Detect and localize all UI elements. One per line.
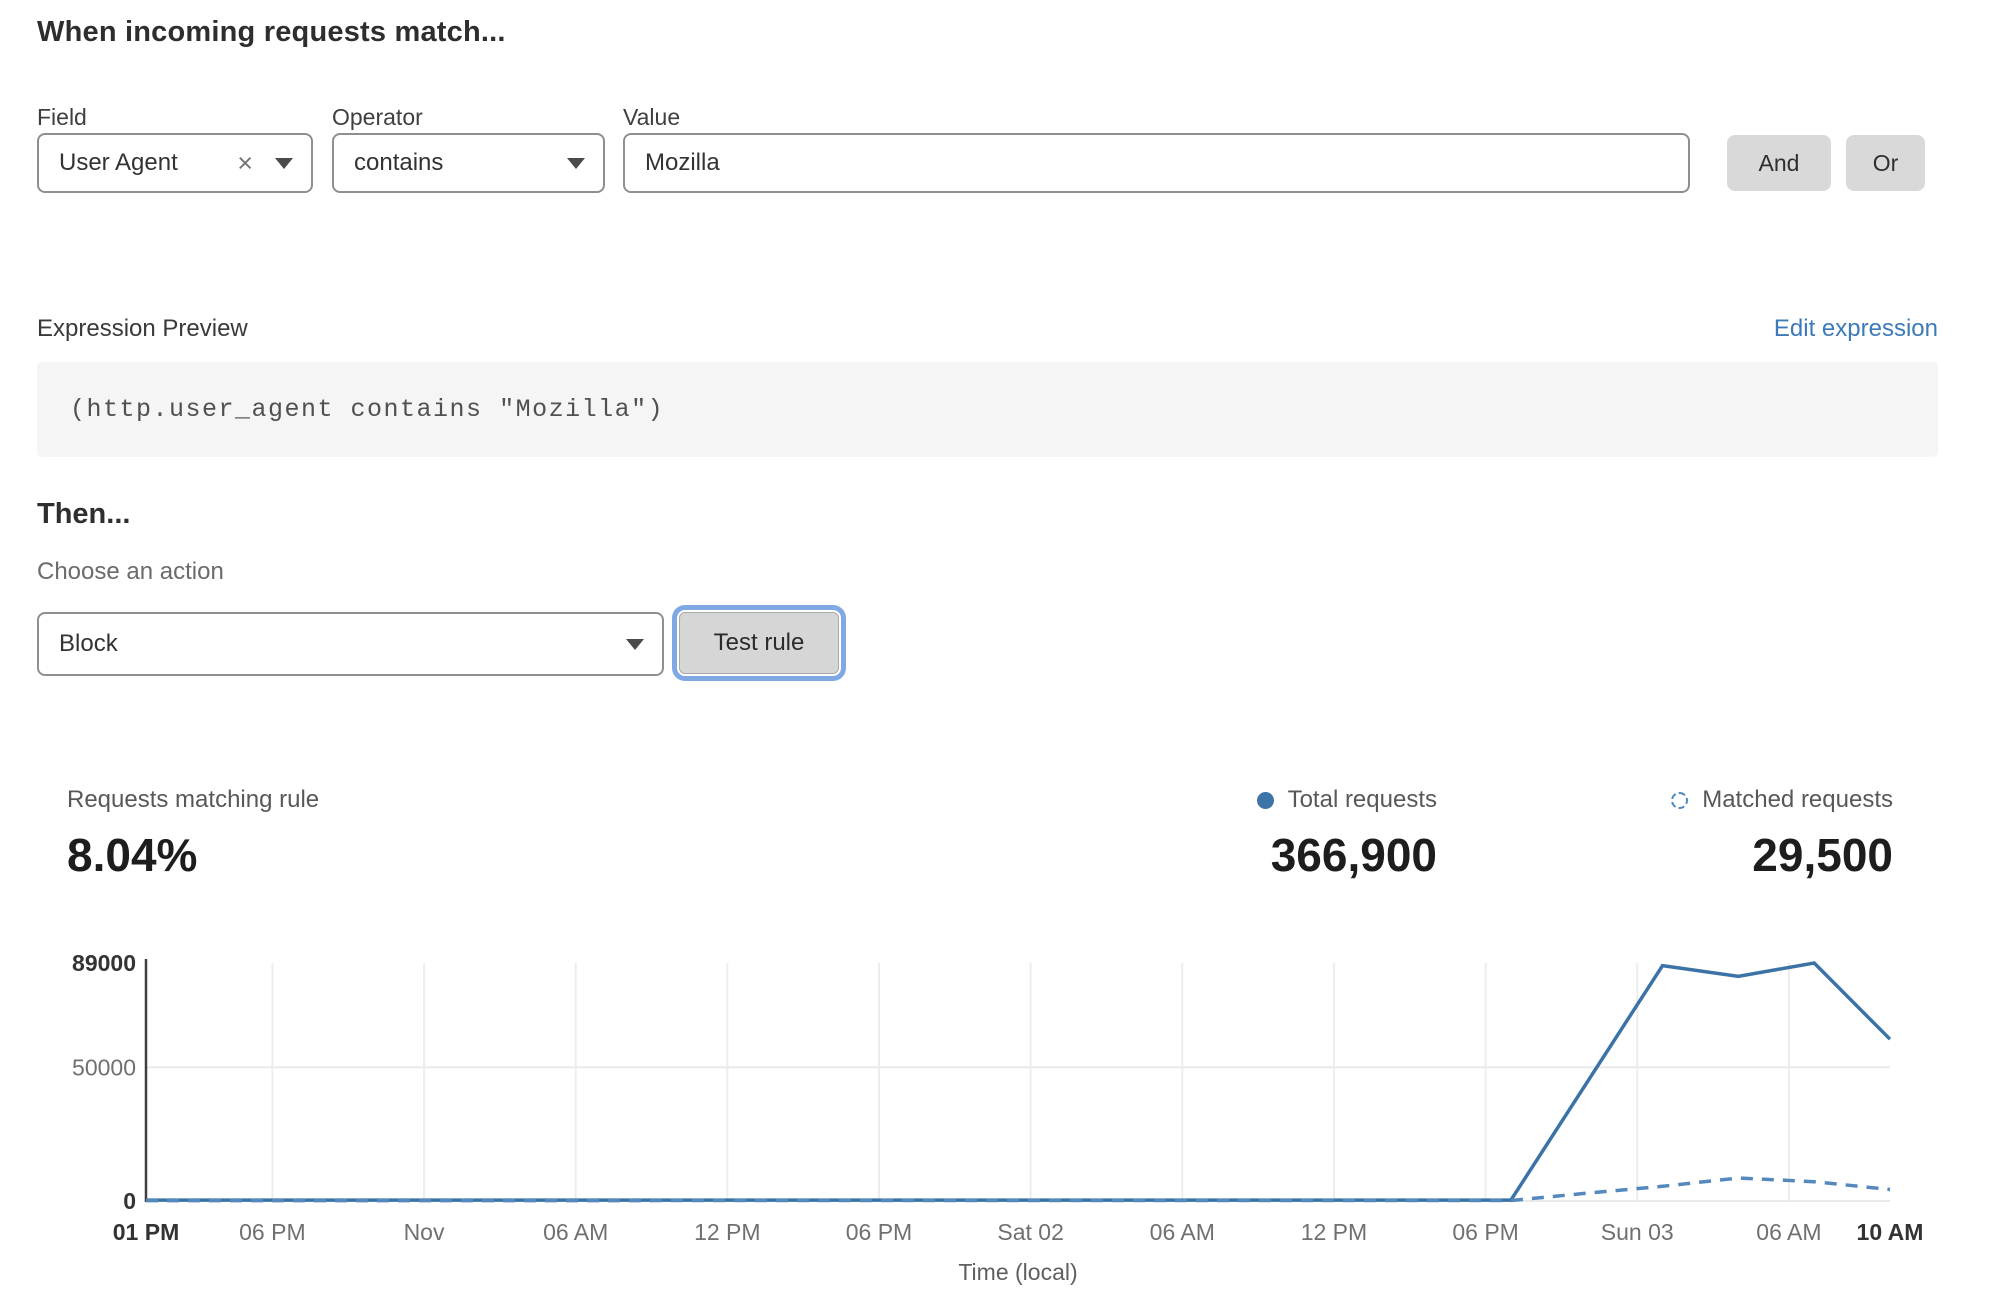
matching-rule-value: 8.04%: [67, 829, 198, 881]
total-requests-label: Total requests: [1287, 786, 1437, 813]
caret-down-icon: [567, 157, 585, 169]
svg-text:89000: 89000: [72, 950, 136, 976]
svg-text:06 PM: 06 PM: [846, 1219, 912, 1245]
value-label: Value: [623, 104, 681, 130]
svg-text:12 PM: 12 PM: [1301, 1219, 1367, 1245]
svg-text:50000: 50000: [72, 1054, 136, 1080]
svg-text:06 PM: 06 PM: [1452, 1219, 1518, 1245]
match-section-title: When incoming requests match...: [37, 16, 506, 48]
and-button[interactable]: And: [1727, 135, 1831, 191]
svg-text:06 AM: 06 AM: [1150, 1219, 1215, 1245]
svg-text:10 AM: 10 AM: [1857, 1219, 1924, 1245]
svg-text:01 PM: 01 PM: [113, 1219, 179, 1245]
svg-text:06 PM: 06 PM: [239, 1219, 305, 1245]
total-requests-dot-icon: [1256, 791, 1274, 809]
matching-rule-label: Requests matching rule: [67, 786, 320, 813]
value-input[interactable]: [623, 133, 1690, 193]
expression-preview-label: Expression Preview: [37, 315, 248, 342]
field-label: Field: [37, 104, 87, 130]
field-select-value: User Agent: [59, 149, 178, 176]
matched-requests-label: Matched requests: [1702, 786, 1893, 813]
svg-text:06 AM: 06 AM: [543, 1219, 608, 1245]
matched-requests-value: 29,500: [1752, 829, 1893, 881]
choose-action-label: Choose an action: [37, 558, 224, 585]
test-rule-button[interactable]: Test rule: [679, 612, 839, 674]
svg-text:06 AM: 06 AM: [1756, 1219, 1821, 1245]
clear-field-icon[interactable]: ×: [237, 147, 253, 178]
expression-code: (http.user_agent contains "Mozilla"): [70, 395, 665, 424]
svg-text:Sat 02: Sat 02: [997, 1219, 1064, 1245]
edit-expression-link[interactable]: Edit expression: [1773, 315, 1938, 342]
svg-text:12 PM: 12 PM: [694, 1219, 760, 1245]
total-requests-value: 366,900: [1270, 829, 1437, 881]
matched-requests-legend: Matched requests: [1671, 786, 1893, 814]
action-select[interactable]: Block: [37, 612, 664, 676]
caret-down-icon: [626, 638, 644, 650]
matched-requests-dashed-circle-icon: [1671, 791, 1689, 809]
svg-text:Time (local): Time (local): [958, 1259, 1077, 1285]
then-section-title: Then...: [37, 498, 131, 530]
or-button[interactable]: Or: [1846, 135, 1925, 191]
expression-code-box: (http.user_agent contains "Mozilla"): [37, 362, 1938, 457]
operator-label: Operator: [332, 104, 423, 130]
total-requests-legend: Total requests: [1256, 786, 1437, 814]
operator-select[interactable]: contains: [332, 133, 605, 193]
action-select-value: Block: [59, 630, 118, 657]
svg-text:0: 0: [123, 1188, 136, 1214]
field-select[interactable]: User Agent ×: [37, 133, 313, 193]
caret-down-icon: [275, 157, 293, 169]
svg-text:Sun 03: Sun 03: [1601, 1219, 1674, 1245]
operator-select-value: contains: [354, 149, 444, 176]
svg-text:Nov: Nov: [404, 1219, 445, 1245]
